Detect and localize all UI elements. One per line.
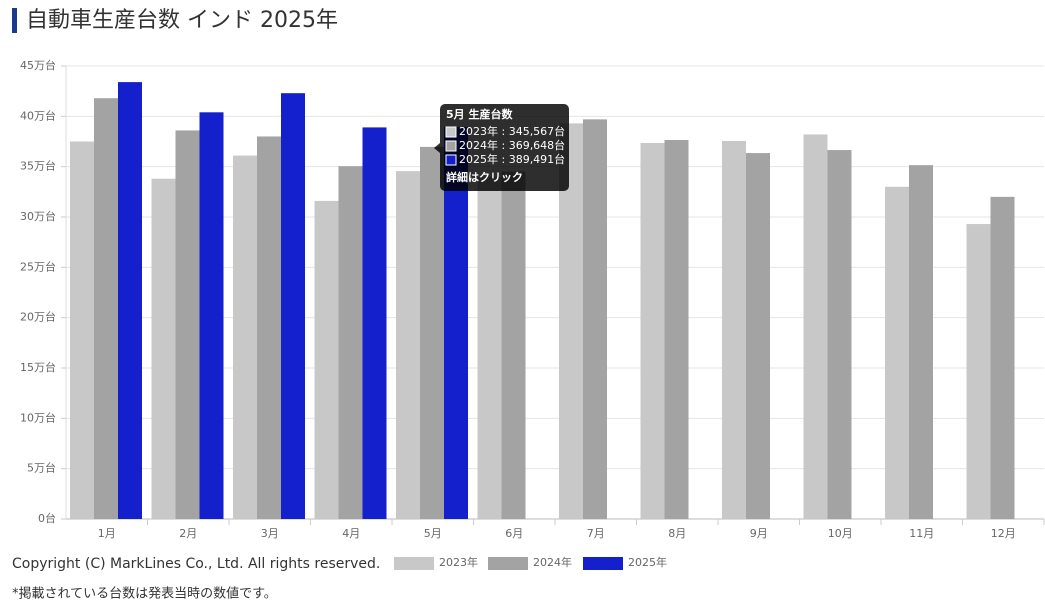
bar [118,82,142,520]
bar [420,146,444,519]
bar [885,186,909,520]
tooltip-line: 2023年 : 345,567台 [459,124,565,138]
y-tick-label: 10万台 [20,410,56,424]
bar [338,166,363,519]
y-tick-label: 30万台 [20,209,56,223]
bar [722,140,746,519]
y-tick-label: 25万台 [20,259,56,273]
tooltip-swatch [445,140,457,152]
bar [396,171,420,520]
legend-label: 2025年 [628,555,667,569]
legend-swatch [394,557,434,570]
tooltip-title: 5月 生産台数 [446,107,513,121]
x-tick-label: 4月 [342,527,360,540]
chart-title: 自動車生産台数 インド 2025年 [26,8,338,33]
x-tick-label: 6月 [505,527,523,540]
y-tick-label: 15万台 [20,360,56,374]
bar [803,134,828,519]
x-tick-label: 3月 [261,527,279,540]
tooltip-footer: 詳細はクリック [446,170,523,184]
legend-label: 2024年 [533,555,572,569]
x-tick-label: 2月 [179,527,197,540]
bar [70,141,94,519]
bar [501,171,526,519]
bar [151,178,176,519]
bar [664,139,689,520]
x-tick-label: 5月 [424,527,442,540]
x-tick-label: 8月 [668,527,686,540]
bar [257,136,281,519]
bar [827,150,852,519]
copyright: Copyright (C) MarkLines Co., Ltd. All ri… [12,556,380,572]
y-tick-label: 40万台 [20,108,56,122]
bar [233,155,257,520]
bar [362,127,387,519]
bar [175,130,200,519]
bar [477,176,502,519]
legend-swatch [583,557,623,570]
bar [281,93,305,520]
y-tick-label: 35万台 [20,159,56,173]
legend-swatch [488,557,528,570]
note: *掲載されている台数は発表当時の数値です。 [12,586,277,602]
y-tick-label: 45万台 [20,58,56,72]
bar [640,143,665,519]
bar [94,98,118,520]
y-tick-label: 0台 [38,511,56,525]
bar [990,196,1015,519]
title-accent [12,8,17,33]
x-tick-label: 10月 [828,527,853,540]
bar [909,165,933,519]
tooltip-line: 2024年 : 369,648台 [459,138,565,152]
tooltip-arrow [434,143,440,153]
tooltip-box [440,104,569,191]
bar [314,200,339,520]
tooltip-swatch [445,154,457,166]
tooltip-swatch [445,126,457,138]
y-tick-label: 20万台 [20,310,56,324]
x-tick-label: 12月 [991,527,1016,540]
bar [966,224,991,519]
x-tick-label: 7月 [587,527,605,540]
x-tick-label: 11月 [909,527,934,540]
bar [444,126,468,520]
x-tick-label: 1月 [98,527,116,540]
y-tick-label: 5万台 [27,461,56,475]
bar [583,119,607,519]
bar [746,153,770,519]
x-tick-label: 9月 [750,527,768,540]
tooltip-line: 2025年 : 389,491台 [459,152,565,166]
bar [199,112,224,519]
legend-label: 2023年 [439,555,478,569]
